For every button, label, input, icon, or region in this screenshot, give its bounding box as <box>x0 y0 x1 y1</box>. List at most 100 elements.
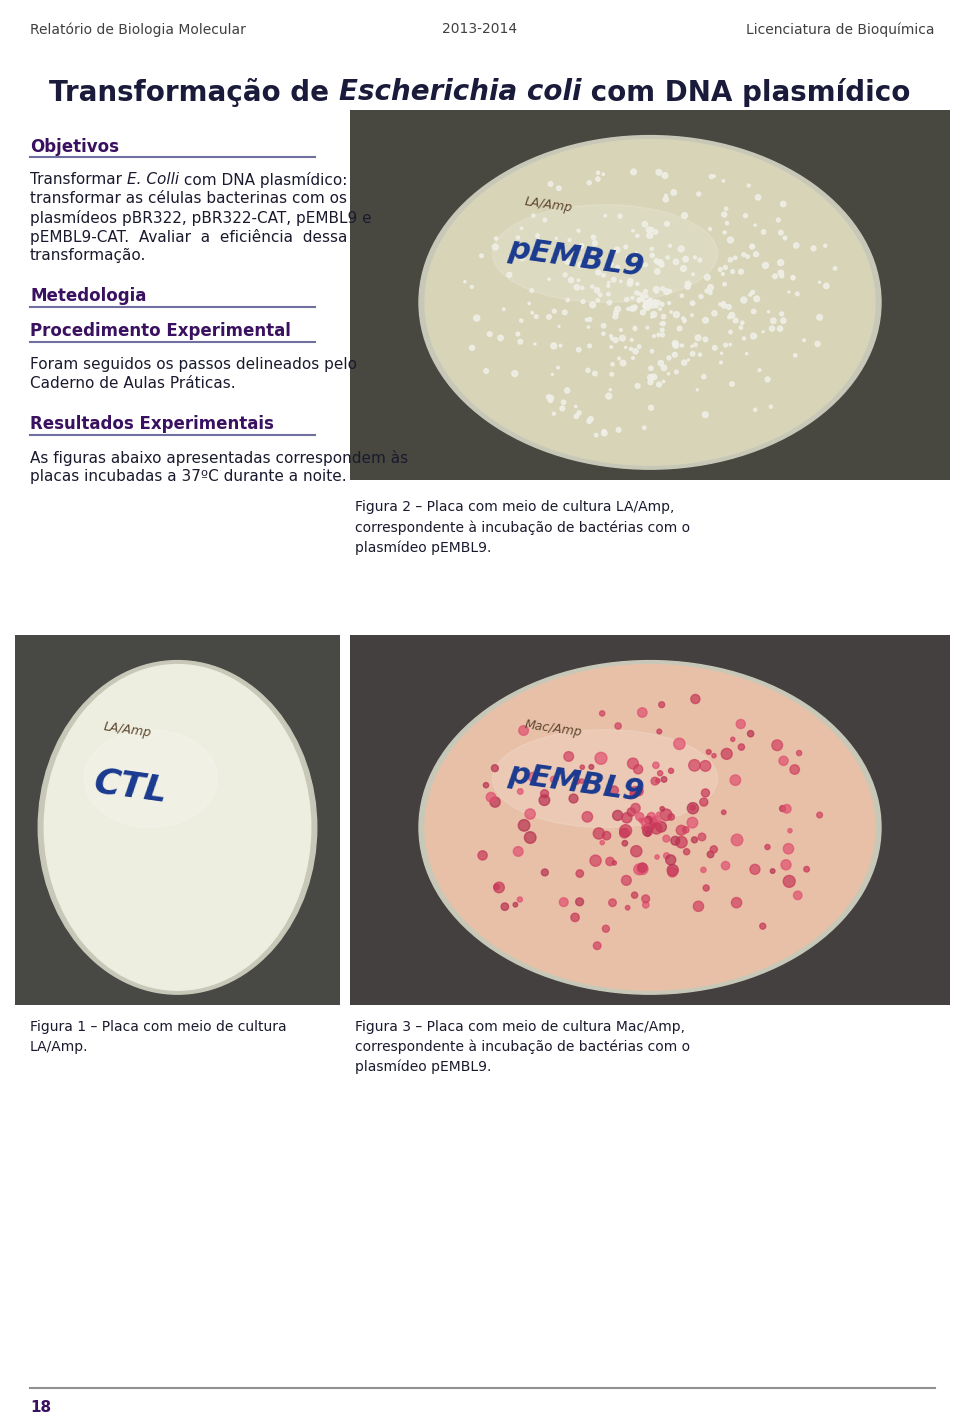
Circle shape <box>804 866 809 872</box>
Circle shape <box>731 269 734 274</box>
Circle shape <box>625 346 627 348</box>
Circle shape <box>684 849 689 855</box>
Circle shape <box>630 306 634 311</box>
Circle shape <box>695 335 701 341</box>
Circle shape <box>474 315 480 321</box>
Circle shape <box>788 291 790 294</box>
Circle shape <box>625 298 629 302</box>
Circle shape <box>767 311 770 314</box>
Circle shape <box>663 852 669 859</box>
Circle shape <box>650 302 656 308</box>
Circle shape <box>796 292 799 296</box>
Circle shape <box>738 269 743 274</box>
Circle shape <box>811 247 816 251</box>
Circle shape <box>780 318 786 323</box>
Circle shape <box>708 291 712 295</box>
Circle shape <box>637 864 647 872</box>
Circle shape <box>681 343 684 348</box>
Circle shape <box>642 426 646 429</box>
Circle shape <box>507 272 512 278</box>
Circle shape <box>528 772 538 781</box>
Circle shape <box>683 319 686 322</box>
Text: 2013-2014: 2013-2014 <box>443 21 517 36</box>
Circle shape <box>594 433 598 437</box>
Circle shape <box>705 289 708 292</box>
Circle shape <box>654 259 659 264</box>
Circle shape <box>634 326 636 328</box>
Circle shape <box>555 238 558 239</box>
Circle shape <box>647 812 656 821</box>
Circle shape <box>632 229 635 232</box>
Circle shape <box>602 925 610 932</box>
Circle shape <box>576 898 584 906</box>
Circle shape <box>684 284 690 289</box>
Circle shape <box>651 316 653 318</box>
Circle shape <box>464 281 466 282</box>
Circle shape <box>568 238 571 241</box>
Circle shape <box>513 902 517 908</box>
Text: LA/Amp.: LA/Amp. <box>30 1040 88 1054</box>
Circle shape <box>577 229 580 232</box>
Ellipse shape <box>419 135 881 469</box>
Circle shape <box>719 302 722 306</box>
Circle shape <box>602 430 607 436</box>
Circle shape <box>758 369 761 372</box>
Circle shape <box>635 789 640 795</box>
Circle shape <box>754 296 759 302</box>
Circle shape <box>602 274 605 276</box>
Text: Transformar: Transformar <box>30 172 127 187</box>
Circle shape <box>721 748 732 760</box>
Circle shape <box>683 826 689 834</box>
Text: pEMBL9-CAT.  Avaliar  a  eficiência  dessa: pEMBL9-CAT. Avaliar a eficiência dessa <box>30 229 348 245</box>
Circle shape <box>540 795 550 805</box>
Circle shape <box>658 771 662 775</box>
Circle shape <box>519 256 524 261</box>
Circle shape <box>739 326 743 329</box>
Circle shape <box>519 319 523 322</box>
Circle shape <box>754 408 756 412</box>
Circle shape <box>612 314 617 319</box>
Circle shape <box>595 752 607 764</box>
Circle shape <box>604 215 607 217</box>
Circle shape <box>492 765 498 772</box>
Circle shape <box>723 282 727 286</box>
Circle shape <box>779 271 783 275</box>
Circle shape <box>660 302 664 306</box>
Circle shape <box>525 809 536 819</box>
Circle shape <box>703 338 708 342</box>
Circle shape <box>655 305 659 308</box>
Circle shape <box>668 814 675 821</box>
Circle shape <box>501 903 509 911</box>
Circle shape <box>480 254 483 258</box>
Circle shape <box>671 190 677 195</box>
Circle shape <box>619 281 622 282</box>
Circle shape <box>833 266 837 271</box>
Circle shape <box>723 231 726 234</box>
Circle shape <box>609 262 613 266</box>
Circle shape <box>819 281 821 284</box>
Circle shape <box>610 787 618 795</box>
Circle shape <box>601 323 606 328</box>
Circle shape <box>602 332 605 335</box>
Circle shape <box>770 869 775 874</box>
Circle shape <box>493 882 504 893</box>
Circle shape <box>703 412 708 418</box>
Circle shape <box>619 828 629 838</box>
Circle shape <box>613 338 618 342</box>
Circle shape <box>690 314 693 316</box>
Circle shape <box>748 731 754 737</box>
Circle shape <box>663 289 669 295</box>
Circle shape <box>643 289 648 294</box>
Circle shape <box>653 335 656 338</box>
Circle shape <box>643 304 648 308</box>
Text: LA/Amp: LA/Amp <box>524 195 573 214</box>
Circle shape <box>750 865 760 875</box>
Circle shape <box>705 275 710 281</box>
Circle shape <box>488 332 492 336</box>
Circle shape <box>560 345 562 346</box>
Circle shape <box>698 834 706 841</box>
Circle shape <box>649 822 656 829</box>
Circle shape <box>641 818 649 826</box>
Circle shape <box>617 358 620 361</box>
Circle shape <box>779 757 788 765</box>
